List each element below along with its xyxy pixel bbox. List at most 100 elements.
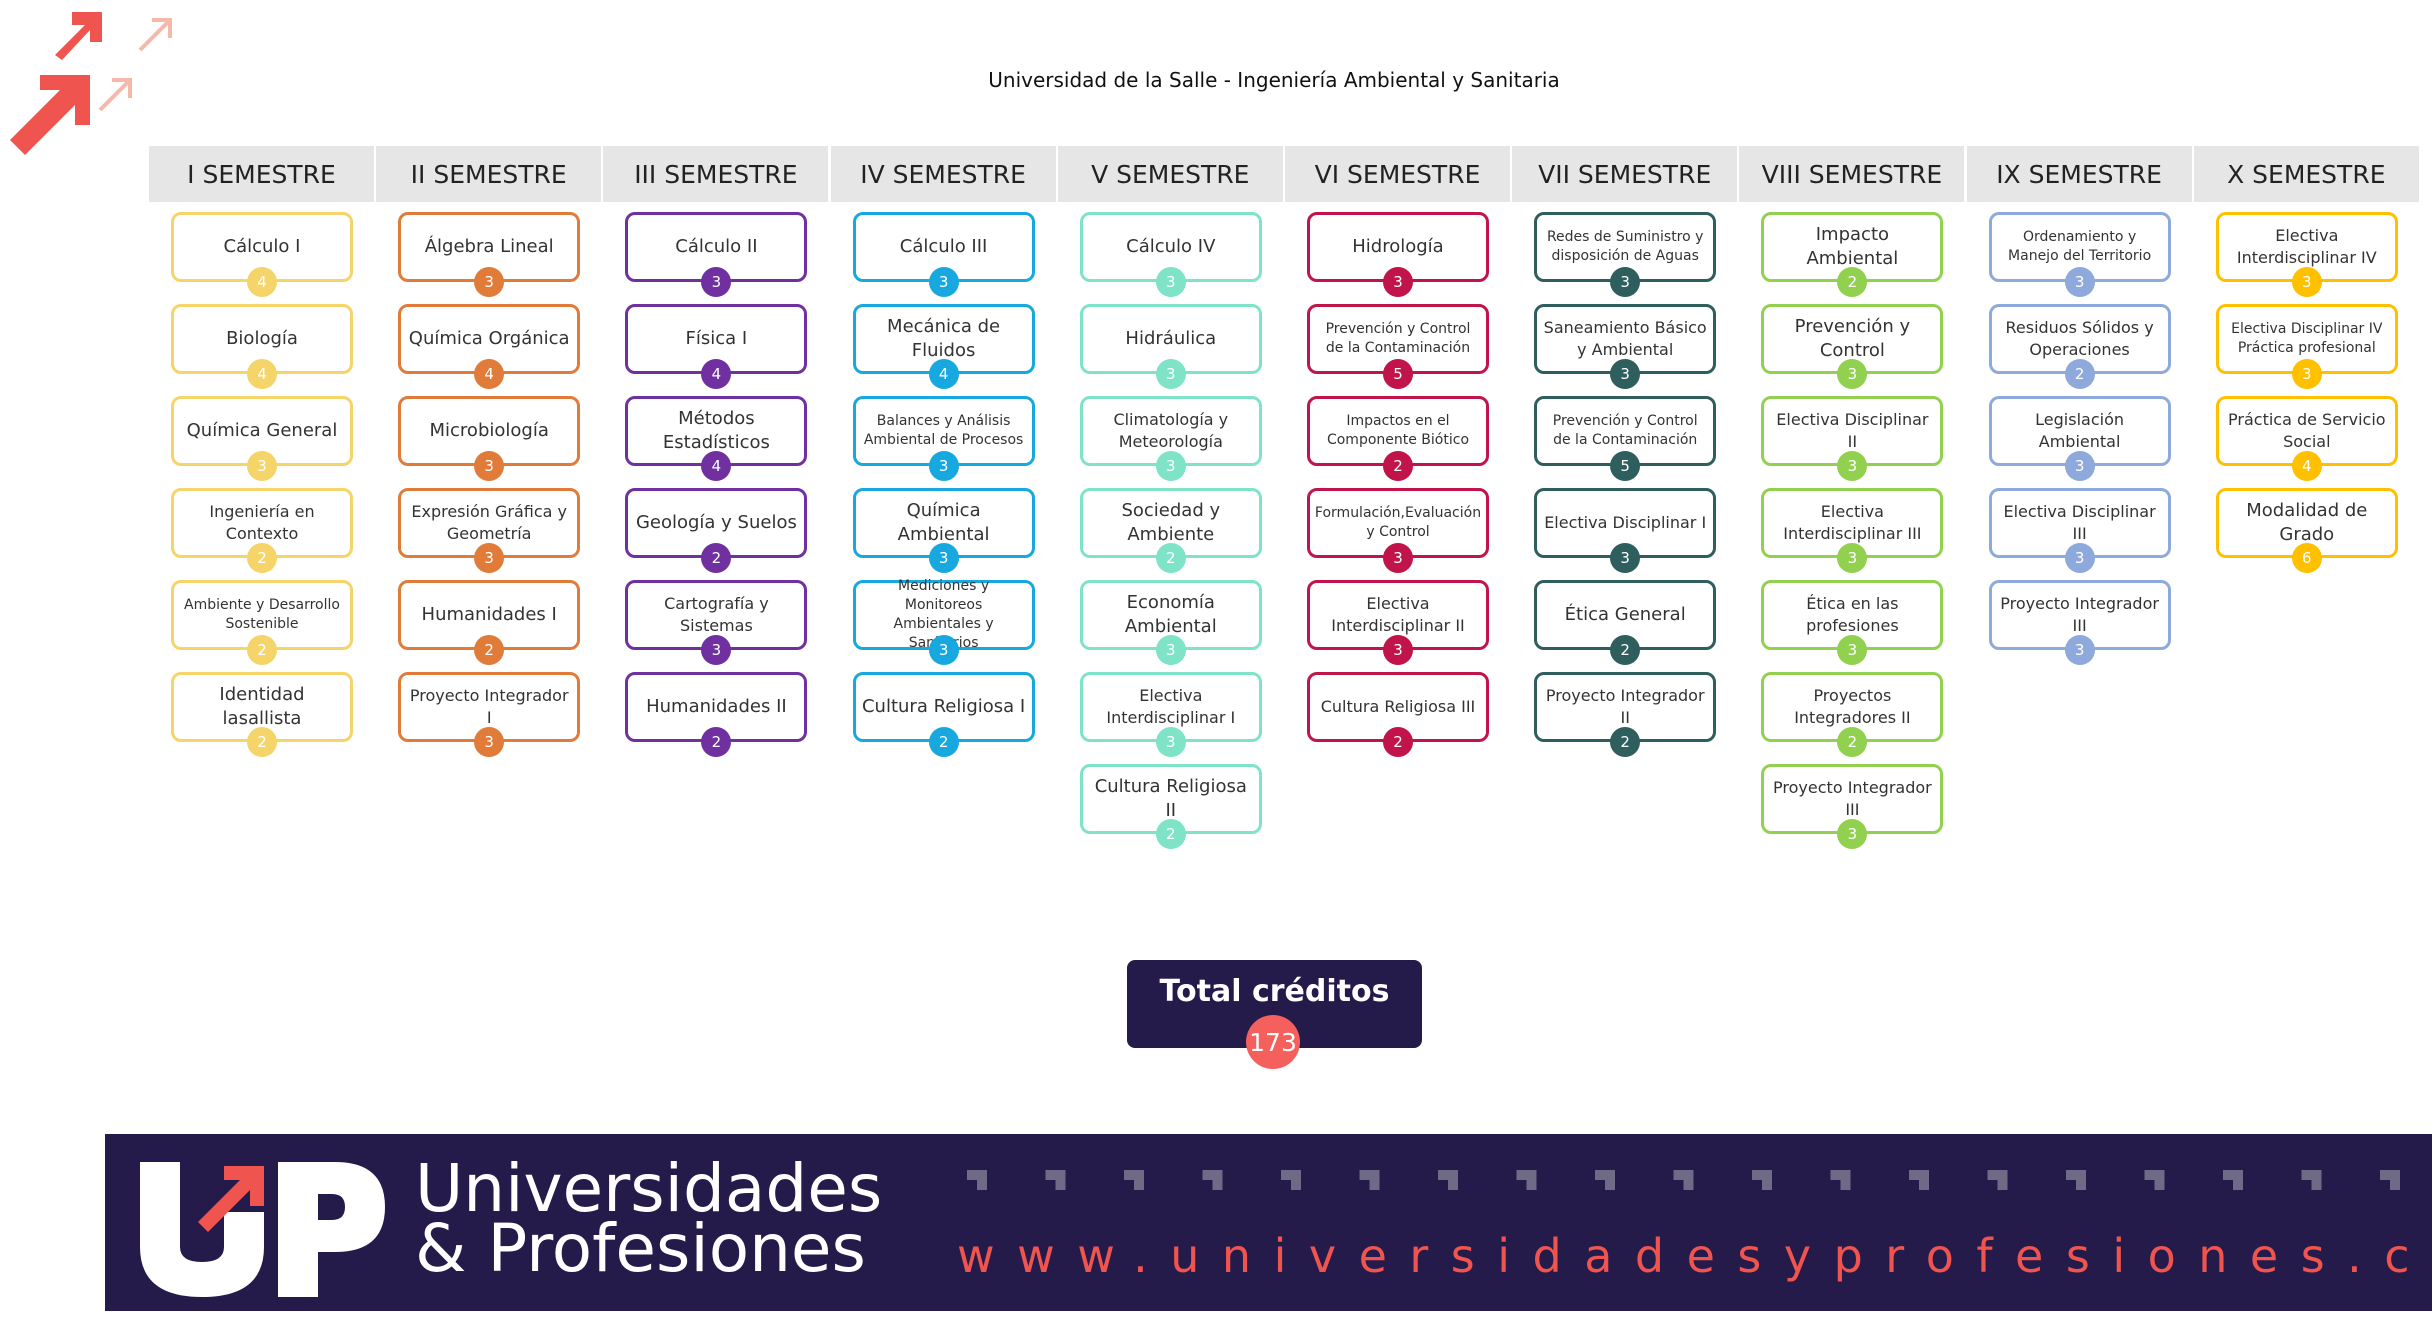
credit-badge: 3 [2064, 543, 2095, 573]
credit-badge: 2 [247, 727, 277, 757]
course-card: Microbiología [398, 396, 581, 466]
credit-badge: 3 [928, 635, 959, 665]
semester-header: VI SEMESTRE [1285, 146, 1510, 202]
credit-badge: 3 [2064, 451, 2095, 481]
credit-badge: 3 [474, 727, 505, 757]
course-card: Electiva Disciplinar II [1761, 396, 1944, 466]
course-card: Métodos Estadísticos [625, 396, 808, 466]
credit-badge: 3 [928, 543, 959, 573]
semester-header: X SEMESTRE [2193, 146, 2419, 202]
course-card: Mecánica de Fluidos [852, 304, 1035, 374]
credit-badge: 3 [1837, 359, 1868, 389]
semester-header: II SEMESTRE [376, 146, 602, 202]
credit-badge: 4 [474, 359, 505, 389]
arrow-icon [2289, 1170, 2322, 1202]
semester-header: VIII SEMESTRE [1739, 146, 1965, 202]
credit-badge: 2 [247, 543, 277, 573]
arrow-icon [1740, 1170, 1772, 1202]
credit-badge: 3 [701, 635, 732, 665]
credit-badge: 3 [1837, 451, 1868, 481]
arrow-icon [2054, 1170, 2086, 1202]
credit-badge: 5 [1383, 359, 1413, 389]
credit-badge: 3 [1837, 635, 1868, 665]
semester-header: I SEMESTRE [149, 146, 374, 202]
credit-badge: 3 [2291, 359, 2322, 389]
credit-badge: 3 [247, 451, 277, 481]
course-card: Cálculo II [625, 212, 808, 282]
credit-badge: 3 [1610, 359, 1641, 389]
course-card: Geología y Suelos [625, 488, 808, 558]
credit-badge: 3 [1383, 543, 1413, 573]
arrow-icon [2132, 1170, 2165, 1202]
credit-badge: 2 [928, 727, 959, 757]
course-card: Mediciones y Monitoreos Ambientales y Sa… [852, 578, 1035, 651]
semester-header: III SEMESTRE [603, 146, 829, 202]
arrow-icon [1818, 1170, 1851, 1202]
credit-badge: 4 [701, 359, 732, 389]
total-value: 173 [1246, 1015, 1300, 1069]
credit-badge: 3 [2291, 267, 2322, 297]
arrow-icon [1347, 1170, 1380, 1202]
course-card: Ingeniería en Contexto [171, 488, 353, 558]
arrow-icon [1112, 1170, 1144, 1202]
course-card: Saneamiento Básico y Ambiental [1534, 304, 1717, 374]
credit-badge: 2 [2064, 359, 2095, 389]
arrow-icon [1033, 1170, 1066, 1202]
arrow-icon [1190, 1170, 1223, 1202]
credit-badge: 2 [1383, 727, 1413, 757]
credit-badge: 3 [1610, 543, 1641, 573]
credit-badge: 2 [474, 635, 505, 665]
title: Universidad de la Salle - Ingeniería Amb… [988, 68, 1560, 92]
credit-badge: 3 [474, 267, 505, 297]
total-label: Total créditos [1159, 974, 1390, 1009]
credit-badge: 3 [928, 451, 959, 481]
credit-badge: 3 [2064, 267, 2095, 297]
course-card: Electiva Disciplinar I [1534, 488, 1717, 558]
credit-badge: 3 [1155, 359, 1186, 389]
credit-badge: 4 [701, 451, 732, 481]
credit-badge: 3 [474, 451, 505, 481]
credit-badge: 3 [1383, 267, 1413, 297]
credit-badge: 2 [1837, 727, 1868, 757]
credit-badge: 2 [1837, 267, 1868, 297]
arrow-icon [1426, 1170, 1458, 1202]
arrow-icon [1661, 1170, 1694, 1202]
up-logo [140, 1162, 385, 1297]
credit-badge: 2 [701, 543, 732, 573]
credit-badge: 3 [1837, 819, 1868, 849]
credit-badge: 3 [1155, 267, 1186, 297]
semester-header: IV SEMESTRE [830, 146, 1056, 202]
credit-badge: 3 [701, 267, 732, 297]
arrow-icon [955, 1170, 987, 1202]
arrow-row [955, 1170, 2400, 1202]
credit-badge: 2 [1610, 727, 1641, 757]
course-card: Climatología y Meteorología [1079, 396, 1262, 466]
arrow-icon [2368, 1170, 2400, 1202]
arrow-icon [1975, 1170, 2008, 1202]
credit-badge: 3 [1155, 635, 1186, 665]
credit-badge: 4 [2291, 451, 2322, 481]
credit-badge: 2 [1155, 819, 1186, 849]
brand-line1: Universidades [415, 1150, 883, 1227]
credit-badge: 3 [928, 267, 959, 297]
credit-badge: 2 [247, 635, 277, 665]
arrow-icon [2211, 1170, 2243, 1202]
course-card: Legislación Ambiental [1988, 396, 2171, 466]
credit-badge: 5 [1610, 451, 1641, 481]
credit-badge: 2 [1383, 451, 1413, 481]
credit-badge: 3 [1837, 543, 1868, 573]
course-card: Práctica de Servicio Social [2215, 396, 2398, 466]
footer: Universidades & Profesiones www.universi… [105, 1134, 2432, 1311]
brand-line2: & Profesiones [415, 1210, 866, 1287]
corner-logo [10, 12, 172, 155]
semester-header: V SEMESTRE [1057, 146, 1283, 202]
credit-badge: 2 [1610, 635, 1641, 665]
credit-badge: 3 [1155, 451, 1186, 481]
course-card: Electiva Interdisciplinar III [1761, 488, 1944, 558]
arrow-icon [1583, 1170, 1615, 1202]
credit-badge: 3 [474, 543, 505, 573]
credit-badge: 3 [1610, 267, 1641, 297]
credit-badge: 3 [1155, 727, 1186, 757]
credit-badge: 4 [247, 267, 277, 297]
